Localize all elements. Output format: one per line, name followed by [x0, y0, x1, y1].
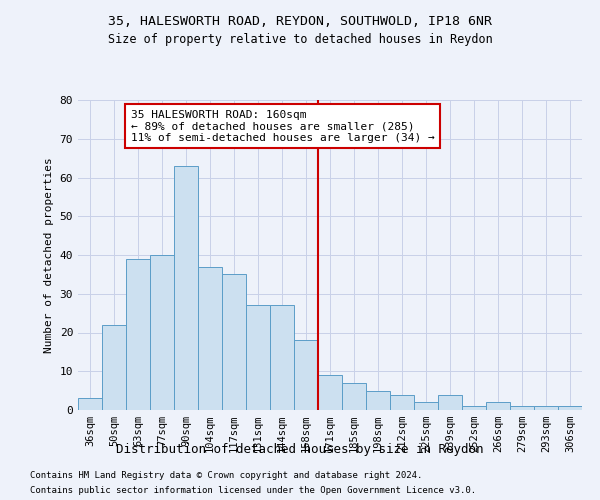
Text: Size of property relative to detached houses in Reydon: Size of property relative to detached ho…: [107, 32, 493, 46]
Bar: [390, 394, 414, 410]
Bar: [318, 375, 342, 410]
Bar: [462, 406, 486, 410]
Bar: [198, 266, 222, 410]
Bar: [222, 274, 246, 410]
Bar: [558, 406, 582, 410]
Bar: [78, 398, 102, 410]
Text: Distribution of detached houses by size in Reydon: Distribution of detached houses by size …: [116, 442, 484, 456]
Text: 35, HALESWORTH ROAD, REYDON, SOUTHWOLD, IP18 6NR: 35, HALESWORTH ROAD, REYDON, SOUTHWOLD, …: [108, 15, 492, 28]
Bar: [102, 325, 126, 410]
Bar: [510, 406, 534, 410]
Y-axis label: Number of detached properties: Number of detached properties: [44, 157, 54, 353]
Text: 35 HALESWORTH ROAD: 160sqm
← 89% of detached houses are smaller (285)
11% of sem: 35 HALESWORTH ROAD: 160sqm ← 89% of deta…: [131, 110, 434, 143]
Bar: [174, 166, 198, 410]
Bar: [294, 340, 318, 410]
Bar: [270, 306, 294, 410]
Bar: [534, 406, 558, 410]
Text: Contains HM Land Registry data © Crown copyright and database right 2024.: Contains HM Land Registry data © Crown c…: [30, 471, 422, 480]
Bar: [486, 402, 510, 410]
Bar: [342, 383, 366, 410]
Bar: [414, 402, 438, 410]
Bar: [246, 306, 270, 410]
Text: Contains public sector information licensed under the Open Government Licence v3: Contains public sector information licen…: [30, 486, 476, 495]
Bar: [366, 390, 390, 410]
Bar: [438, 394, 462, 410]
Bar: [126, 259, 150, 410]
Bar: [150, 255, 174, 410]
